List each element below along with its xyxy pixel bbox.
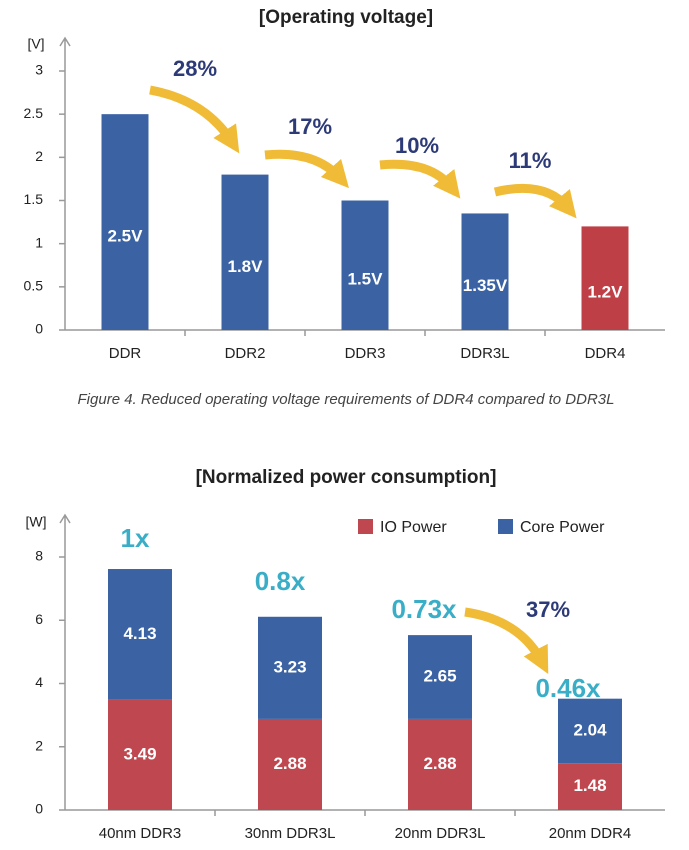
value-label: 1.2V	[588, 283, 624, 302]
x-tick-label: 20nm DDR4	[549, 825, 632, 842]
legend-label: IO Power	[380, 519, 447, 536]
y-tick-label: 8	[35, 548, 43, 564]
chart-title: [Operating voltage]	[259, 7, 433, 28]
x-tick-label: 20nm DDR3L	[395, 825, 486, 842]
x-tick-label: 30nm DDR3L	[245, 825, 336, 842]
y-unit: [V]	[27, 36, 44, 52]
y-tick-label: 4	[35, 674, 43, 690]
value-label: 2.65	[423, 667, 456, 686]
bar-segment	[408, 718, 472, 810]
x-tick-label: DDR2	[225, 345, 266, 362]
y-tick-label: 0	[35, 321, 43, 337]
y-tick-label: 2	[35, 737, 43, 753]
annotation: 0.8x	[255, 566, 306, 596]
value-label: 1.35V	[463, 276, 508, 295]
y-tick-label: 2.5	[24, 105, 44, 121]
x-tick-label: DDR4	[585, 345, 626, 362]
y-tick-label: 0	[35, 801, 43, 817]
annotation: 1x	[121, 523, 150, 553]
caption: Figure 4. Reduced operating voltage requ…	[78, 391, 615, 408]
annotation: 37%	[526, 597, 570, 622]
annotation: 28%	[173, 56, 217, 81]
legend-label: Core Power	[520, 519, 605, 536]
value-label: 2.5V	[108, 227, 144, 246]
x-tick-label: 40nm DDR3	[99, 825, 182, 842]
y-tick-label: 1.5	[24, 191, 44, 207]
legend-swatch	[498, 519, 513, 534]
value-label: 2.04	[573, 720, 607, 739]
chart-title: [Normalized power consumption]	[196, 467, 497, 488]
value-label: 3.23	[273, 657, 306, 676]
annotation: 17%	[288, 114, 332, 139]
y-tick-label: 0.5	[24, 278, 44, 294]
y-axis	[59, 513, 71, 810]
y-axis	[59, 36, 71, 330]
x-tick-label: DDR3L	[460, 345, 509, 362]
arrows	[149, 85, 577, 674]
bar-segment	[258, 616, 322, 719]
value-label: 2.88	[423, 754, 456, 773]
value-label: 1.5V	[348, 270, 384, 289]
bar	[221, 174, 269, 330]
y-tick-label: 6	[35, 611, 43, 627]
value-label: 2.88	[273, 754, 306, 773]
legend-swatch	[358, 519, 373, 534]
x-tick-label: DDR3	[345, 345, 386, 362]
annotation: 11%	[509, 148, 552, 173]
value-label: 3.49	[123, 744, 156, 763]
bar	[101, 114, 149, 331]
bar	[341, 200, 389, 330]
annotation: 0.46x	[535, 673, 601, 703]
bar	[581, 226, 629, 330]
bar-segment	[108, 699, 172, 810]
value-label: 1.48	[573, 776, 606, 795]
y-tick-label: 1	[35, 234, 43, 250]
value-label: 1.8V	[228, 257, 264, 276]
y-unit: [W]	[26, 514, 47, 530]
annotation: 0.73x	[391, 594, 457, 624]
bar-segment	[558, 698, 622, 764]
y-tick-label: 2	[35, 148, 43, 164]
bar	[461, 213, 509, 330]
bar-segment	[558, 763, 622, 810]
x-tick-label: DDR	[109, 345, 142, 362]
bar-segment	[108, 569, 172, 700]
bar-segment	[258, 718, 322, 810]
y-tick-label: 3	[35, 62, 43, 78]
bar-segment	[408, 635, 472, 719]
annotation: 10%	[395, 133, 439, 158]
value-label: 4.13	[123, 624, 156, 643]
